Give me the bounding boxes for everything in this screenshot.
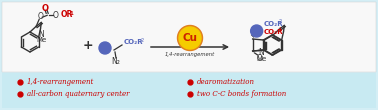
Text: 1,4-rearrangement: 1,4-rearrangement bbox=[165, 51, 215, 57]
Text: 1: 1 bbox=[279, 27, 282, 31]
Text: CO₂R: CO₂R bbox=[124, 39, 144, 45]
Text: 2: 2 bbox=[141, 38, 144, 42]
Text: O: O bbox=[52, 11, 58, 20]
Text: all-carbon quaternary center: all-carbon quaternary center bbox=[27, 90, 130, 98]
Text: N: N bbox=[39, 30, 44, 39]
Text: Me: Me bbox=[36, 37, 46, 43]
Text: Me: Me bbox=[257, 56, 267, 61]
Text: O: O bbox=[42, 4, 49, 13]
Text: O: O bbox=[257, 53, 263, 62]
Circle shape bbox=[179, 27, 201, 49]
Text: 1: 1 bbox=[69, 11, 73, 16]
Text: N₂: N₂ bbox=[112, 57, 121, 65]
Text: Cu: Cu bbox=[183, 33, 197, 43]
Circle shape bbox=[178, 26, 203, 50]
Circle shape bbox=[251, 25, 263, 37]
FancyBboxPatch shape bbox=[2, 2, 376, 72]
FancyBboxPatch shape bbox=[2, 73, 376, 108]
Text: +: + bbox=[83, 38, 93, 51]
Text: CO₂R: CO₂R bbox=[263, 21, 283, 27]
Text: CO₂R: CO₂R bbox=[263, 29, 283, 35]
Text: OR: OR bbox=[60, 10, 73, 19]
Text: 1,4-rearrangement: 1,4-rearrangement bbox=[27, 78, 94, 86]
Circle shape bbox=[99, 42, 111, 54]
Text: N: N bbox=[258, 48, 264, 57]
Text: O: O bbox=[37, 12, 43, 21]
Text: two C-C bonds formation: two C-C bonds formation bbox=[197, 90, 286, 98]
Text: 2: 2 bbox=[279, 18, 282, 24]
Text: dearomatization: dearomatization bbox=[197, 78, 255, 86]
